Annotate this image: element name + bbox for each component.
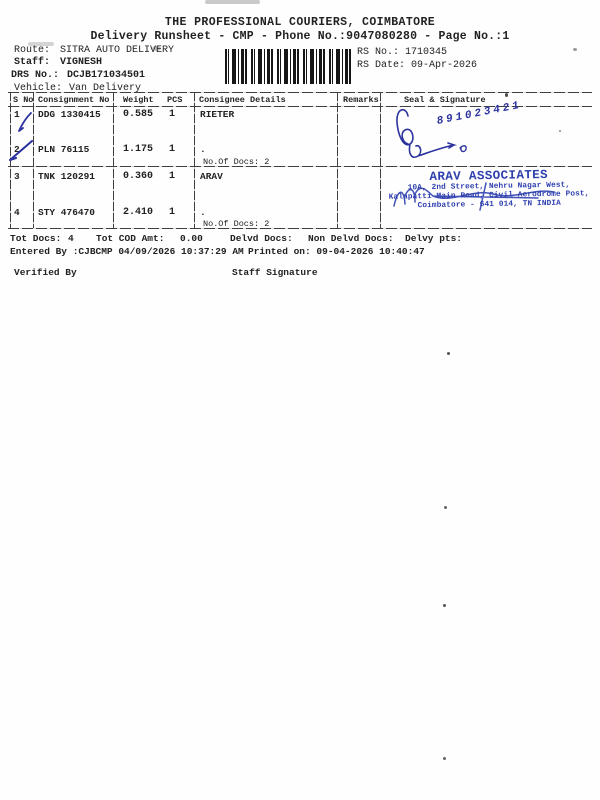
verified-by-label: Verified By <box>14 267 77 278</box>
row-pcs: 1 <box>169 171 176 182</box>
route-value: SITRA AUTO DELIVERY <box>60 45 175 56</box>
vehicle-label: Vehicle: <box>14 83 63 94</box>
row-consignee: . <box>200 144 206 155</box>
row-sno: 4 <box>14 207 20 218</box>
col-header-consignee: Consignee Details <box>199 95 286 105</box>
col-header-consignment: Consignment No <box>38 95 110 105</box>
scan-speck <box>443 757 446 760</box>
scan-smudge <box>205 0 260 4</box>
row-consignee: . <box>200 207 206 218</box>
receiver-signature-scribble <box>396 109 467 159</box>
col-header-weight: Weight <box>123 95 154 105</box>
table-border <box>113 92 114 228</box>
table-border <box>8 106 592 107</box>
scan-speck <box>443 604 446 607</box>
row-consignment-no: PLN 76115 <box>38 144 90 155</box>
non-delvd-docs-label: Non Delvd Docs: <box>308 233 394 244</box>
route-label: Route: <box>14 45 51 56</box>
rs-date-value: 09-Apr-2026 <box>411 60 478 71</box>
row-consignment-no: STY 476470 <box>38 207 96 218</box>
staff-label: Staff: <box>14 57 51 68</box>
row-weight: 1.175 <box>123 144 154 155</box>
row-pcs: 1 <box>169 144 176 155</box>
table-border <box>380 92 381 228</box>
table-border <box>33 92 34 228</box>
table-border <box>8 92 592 93</box>
entered-by-line: Entered By :CJBCMP 04/09/2026 10:37:29 A… <box>10 246 244 257</box>
scan-smudge <box>152 46 161 51</box>
delivered-tick-icon <box>18 112 32 132</box>
scan-speck <box>444 506 447 509</box>
drs-no-label: DRS No.: <box>11 70 60 81</box>
runsheet-subtitle: Delivery Runsheet - CMP - Phone No.:9047… <box>90 30 510 43</box>
docs-note: No.Of Docs: 2 <box>203 157 270 167</box>
scan-smudge <box>28 42 54 46</box>
row-weight: 0.585 <box>123 109 154 120</box>
tot-cod-label: Tot COD Amt: <box>96 233 165 244</box>
rs-no-value: 1710345 <box>405 47 448 58</box>
scan-speck <box>505 93 508 97</box>
table-border <box>337 92 338 228</box>
company-title: THE PROFESSIONAL COURIERS, COIMBATORE <box>164 16 436 29</box>
rs-date-label: RS Date: <box>357 60 406 71</box>
drs-no-value: DCJB171034501 <box>67 70 146 81</box>
table-border <box>8 228 592 229</box>
row-sno: 2 <box>14 144 20 155</box>
row-pcs: 1 <box>169 109 176 120</box>
staff-signature-label: Staff Signature <box>232 267 318 278</box>
table-border <box>8 166 592 167</box>
delvy-pts-label: Delvy pts: <box>405 233 463 244</box>
row-pcs: 1 <box>169 207 176 218</box>
runsheet-barcode <box>225 49 353 84</box>
col-header-sno: S No <box>13 95 34 105</box>
scan-speck <box>447 352 450 355</box>
stamp-signature-scribble <box>393 182 555 211</box>
row-sno: 3 <box>14 171 20 182</box>
scan-speck <box>573 48 577 51</box>
col-header-remarks: Remarks <box>343 95 379 105</box>
delvd-docs-label: Delvd Docs: <box>230 233 293 244</box>
row-consignee: RIETER <box>200 109 235 120</box>
row-sno: 1 <box>14 109 20 120</box>
row-weight: 0.360 <box>123 171 154 182</box>
tot-cod-value: 0.00 <box>180 233 203 244</box>
tot-docs-value: 4 <box>68 233 74 244</box>
scan-speck <box>559 130 561 132</box>
rs-no-label: RS No.: <box>357 47 400 58</box>
row-consignment-no: DDG 1330415 <box>38 109 101 120</box>
col-header-seal: Seal & Signature <box>404 95 486 105</box>
row-consignment-no: TNK 120291 <box>38 171 96 182</box>
docs-note: No.Of Docs: 2 <box>203 219 270 229</box>
table-border <box>194 92 195 228</box>
col-header-pcs: PCS <box>167 95 183 105</box>
row-consignee: ARAV <box>200 171 223 182</box>
printed-on-line: Printed on: 09-04-2026 10:40:47 <box>248 246 425 257</box>
delivered-tick-icon <box>8 139 34 162</box>
staff-value: VIGNESH <box>60 57 103 68</box>
vehicle-value: Van Delivery <box>69 83 142 94</box>
tot-docs-label: Tot Docs: <box>10 233 62 244</box>
row-weight: 2.410 <box>123 207 154 218</box>
